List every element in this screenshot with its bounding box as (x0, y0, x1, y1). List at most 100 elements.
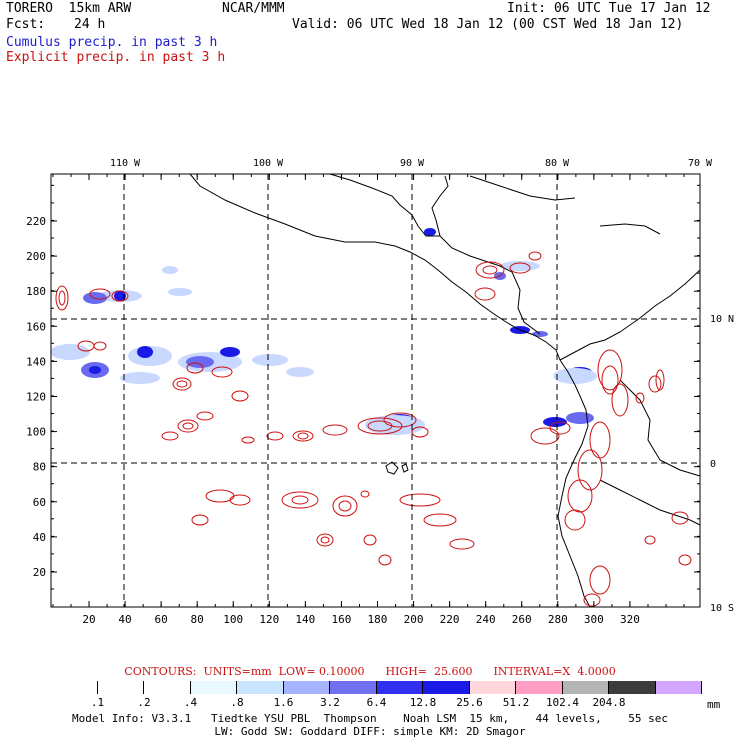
y-tick-label: 20 (33, 566, 46, 579)
x-tick-label: 240 (476, 613, 496, 626)
fcst-value: 24 h (74, 17, 106, 32)
coastline-segment (599, 223, 661, 235)
y-tick-label: 220 (26, 215, 46, 228)
colorbar-label: 12.8 (409, 696, 437, 709)
cumulus-blob (89, 366, 101, 374)
precip-contour (644, 535, 656, 545)
y-tick-label: 160 (26, 320, 46, 333)
precip-contour (482, 265, 498, 275)
colorbar-swatch (190, 681, 237, 694)
x-tick-label: 200 (404, 613, 424, 626)
precip-contour (509, 262, 531, 274)
x-tick-label: 160 (331, 613, 351, 626)
contour-info: CONTOURS: UNITS=mm LOW= 0.10000 HIGH= 25… (124, 665, 616, 678)
cumulus-blob (50, 344, 90, 360)
colorbar-label: 1.6 (273, 696, 294, 709)
x-tick-label: 80 (191, 613, 204, 626)
precip-contour (549, 421, 571, 435)
precip-contour (196, 411, 214, 421)
precip-contour (567, 479, 593, 513)
precip-contour (399, 493, 441, 507)
colorbar-swatch (516, 681, 563, 694)
cumulus-blob (365, 415, 425, 435)
precip-contour (176, 380, 188, 388)
colorbar-label: 6.4 (366, 696, 387, 709)
coastline-segment (189, 173, 561, 361)
precip-contour (322, 424, 348, 436)
coastline-segment (329, 173, 449, 237)
precip-contour (177, 419, 199, 433)
precip-contour (475, 261, 505, 279)
precip-contour (58, 290, 66, 306)
colorbar-unit: mm (707, 698, 721, 711)
cumulus-blob (120, 372, 160, 384)
precip-contour (161, 431, 179, 441)
lon-label: 90 W (400, 158, 425, 169)
colorbar-swatch (655, 681, 702, 694)
precip-contour (338, 500, 352, 512)
precip-contour (378, 554, 392, 566)
coastline-segment (439, 235, 541, 335)
precip-contour (191, 514, 209, 526)
y-tick-label: 80 (33, 461, 46, 474)
coastline-segment (619, 379, 701, 477)
colorbar-label: .2 (137, 696, 151, 709)
precip-contour (564, 509, 586, 531)
y-tick-label: 200 (26, 250, 46, 263)
cumulus-blob (220, 347, 240, 357)
colorbar-label: 102.4 (545, 696, 580, 709)
x-tick-label: 180 (368, 613, 388, 626)
y-tick-label: 100 (26, 426, 46, 439)
x-tick-label: 300 (584, 613, 604, 626)
x-tick-label: 60 (154, 613, 167, 626)
precip-contour (241, 436, 255, 444)
x-tick-label: 40 (118, 613, 131, 626)
precip-contour (111, 290, 129, 302)
precip-contour (671, 511, 689, 525)
x-tick-label: 120 (259, 613, 279, 626)
precip-contour (577, 449, 603, 491)
fcst-label: Fcst: (6, 17, 46, 32)
precip-contour (231, 390, 249, 402)
colorbar-swatch (97, 681, 144, 694)
x-tick-label: 20 (82, 613, 95, 626)
precip-contour (229, 494, 251, 506)
precip-contour (601, 365, 619, 395)
x-tick-label: 260 (512, 613, 532, 626)
org-label: NCAR/MMM (222, 1, 285, 16)
precip-contour (589, 565, 611, 595)
coastline-segment (557, 359, 591, 608)
precip-contour (186, 362, 204, 374)
colorbar-swatch (283, 681, 330, 694)
colorbar-label: 204.8 (592, 696, 626, 709)
precip-contour (474, 287, 496, 301)
precip-contour (611, 383, 629, 417)
precip-contour (281, 491, 319, 509)
cumulus-blob (252, 354, 288, 366)
cumulus-blob (186, 356, 214, 368)
colorbar-swatch (330, 681, 377, 694)
cumulus-blob (137, 346, 153, 358)
x-tick-label: 280 (548, 613, 568, 626)
x-tick-label: 220 (440, 613, 460, 626)
precip-contour (297, 432, 309, 440)
colorbar-swatch (51, 681, 98, 694)
coastline-segment (401, 463, 409, 473)
cumulus-blob (162, 266, 178, 274)
precip-contour (93, 341, 107, 351)
cumulus-blob (543, 417, 567, 427)
colorbar-swatch (423, 681, 470, 694)
precip-contour (357, 417, 403, 435)
model-title: TORERO 15km ARW (6, 1, 132, 16)
precip-contour (530, 427, 560, 445)
lat-label: 10 S (710, 603, 734, 614)
coastline-segment (385, 461, 399, 475)
x-tick-label: 140 (295, 613, 315, 626)
x-tick-label: 100 (223, 613, 243, 626)
colorbar-label: 51.2 (502, 696, 530, 709)
y-tick-label: 140 (26, 355, 46, 368)
precip-contour (211, 366, 233, 378)
lon-label: 110 W (110, 158, 141, 169)
precip-contour (291, 495, 309, 505)
